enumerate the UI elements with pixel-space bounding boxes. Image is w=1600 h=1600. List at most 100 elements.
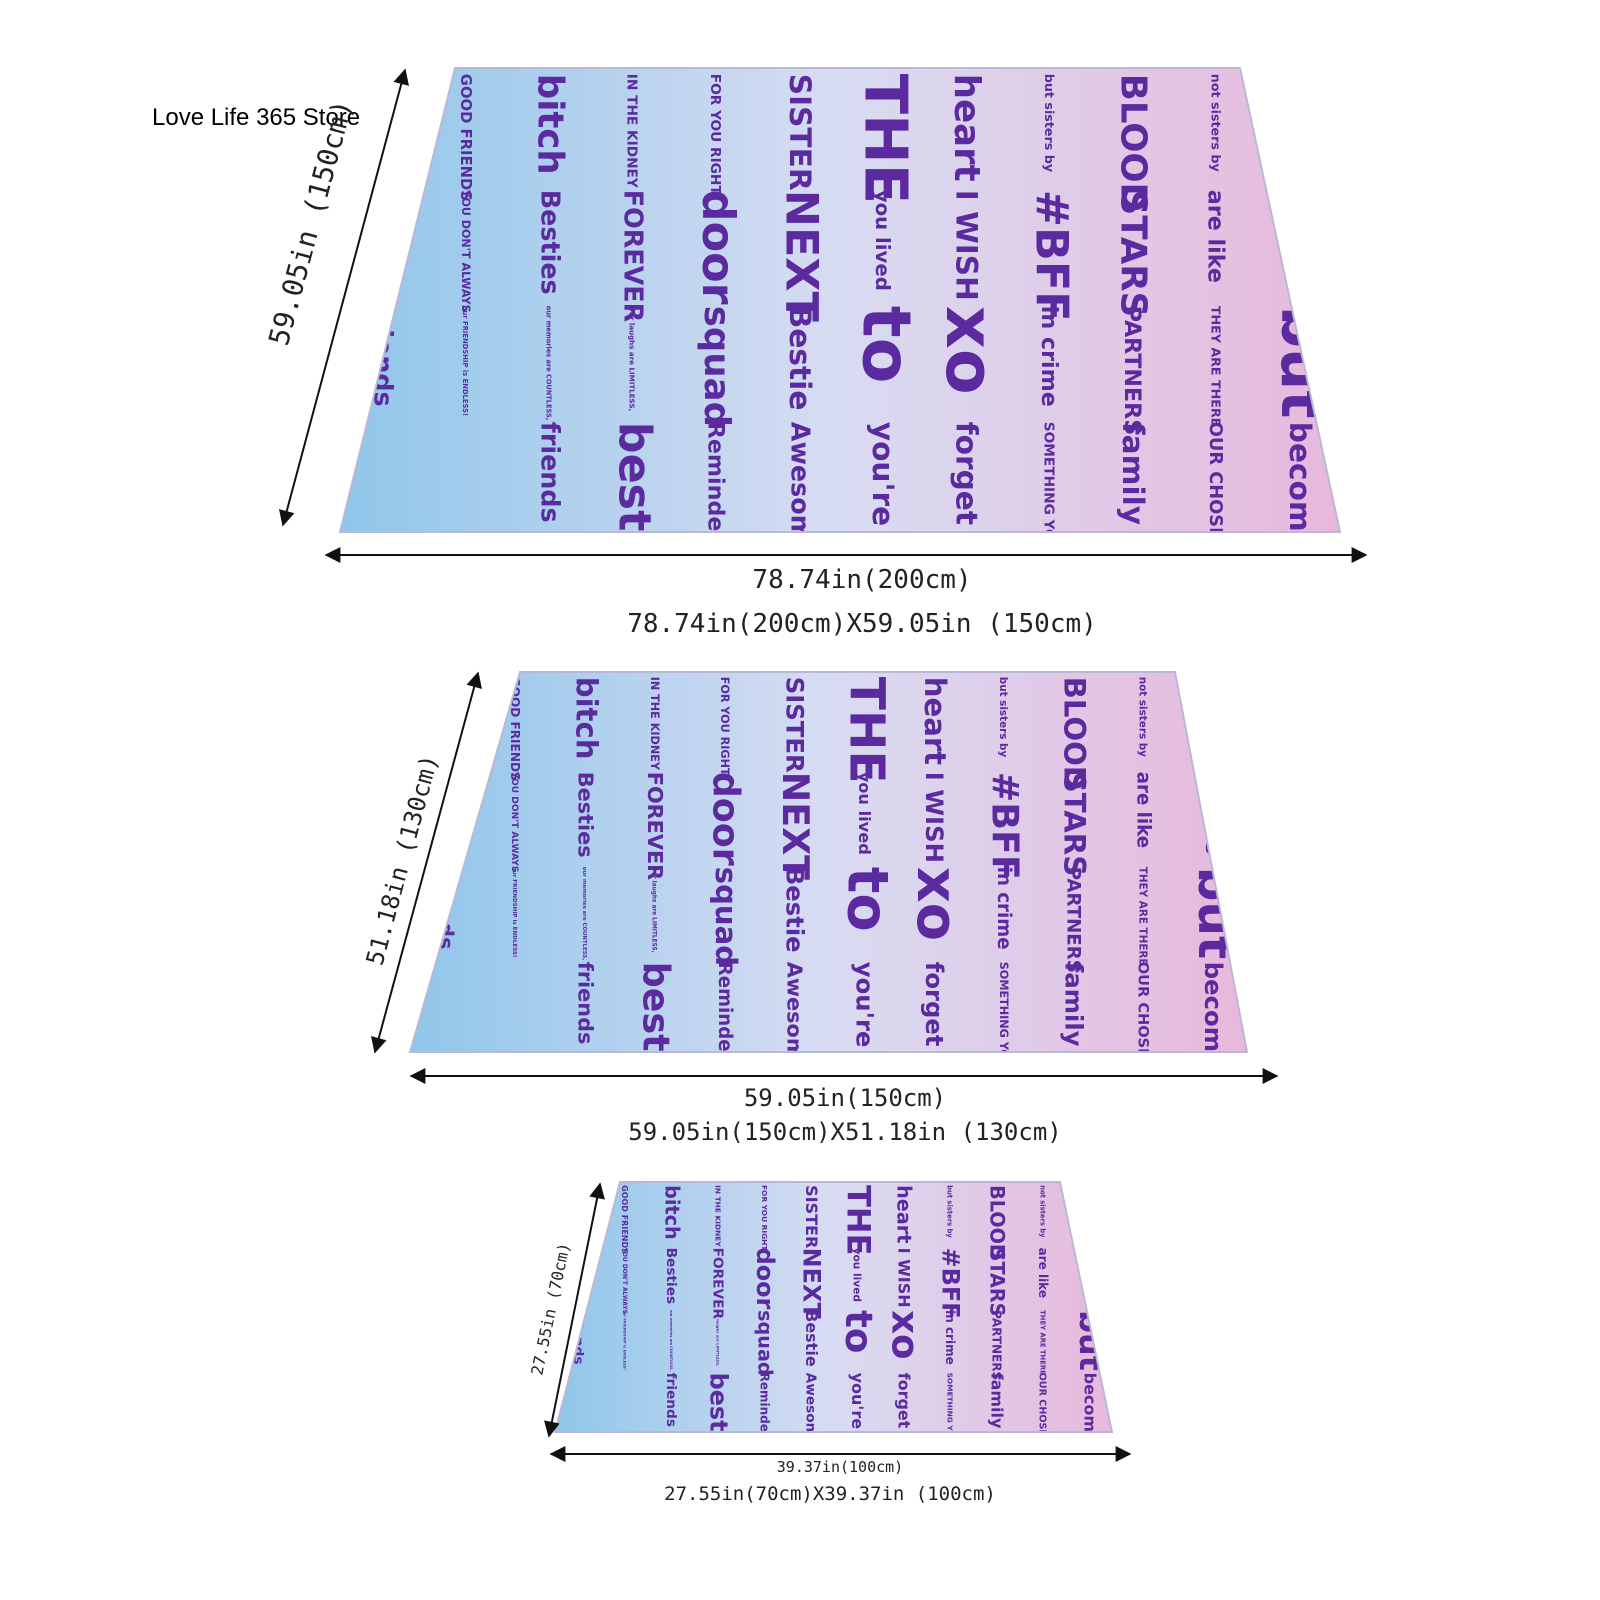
design-text: BEST: [565, 1185, 593, 1254]
design-text: BLOOD: [985, 1185, 1008, 1260]
design-text: PARTNERS: [1063, 867, 1084, 973]
design-text: STARS: [985, 1248, 1008, 1317]
height-label: 59.05in (150cm): [262, 96, 359, 349]
design-text: door: [692, 190, 743, 305]
design-text: become: [1283, 422, 1317, 552]
design-text: Besties: [663, 1248, 679, 1305]
design-text: best: [609, 422, 660, 532]
design-text: NEXT: [774, 772, 817, 880]
design-text: heart: [918, 677, 952, 765]
design-text: THEY ARE THERE: [1209, 306, 1224, 427]
design-text: but sisters by: [997, 677, 1009, 758]
design-text: best: [635, 962, 678, 1052]
design-text: BEST: [359, 74, 410, 201]
design-text: friends: [663, 1373, 679, 1427]
design-text: IN THE KIDNEY: [648, 677, 661, 771]
design-text: in crime: [1036, 306, 1062, 407]
design-text: friends: [434, 867, 458, 950]
design-text: STARS: [1058, 772, 1092, 876]
blanket: YOU ARE I'D SHANK not sisters by BLOOD but …: [410, 672, 1247, 1074]
design-text: I WISH: [920, 772, 949, 863]
design-text: SOMETHING YOU: [946, 1373, 955, 1443]
design-text: Awesome: [785, 422, 815, 559]
design-text: YOU DON'T ALWAYS: [509, 771, 519, 873]
design-text: heart: [893, 1185, 916, 1243]
height-label: 51.18in (130cm): [361, 752, 444, 969]
height-arrow: [279, 68, 409, 527]
design-text: not sisters by: [1209, 74, 1224, 173]
width-label: 78.74in(200cm): [752, 565, 971, 595]
blanket: YOU ARE I'D SHANK not sisters by BLOOD but …: [555, 1182, 1112, 1447]
width-label: 39.37in(100cm): [777, 1458, 903, 1476]
design-text: but sisters by: [1042, 74, 1057, 173]
design-text: I WISH: [950, 190, 984, 301]
design-text: YOU DON'T ALWAYS: [621, 1247, 628, 1314]
design-text: our FRIENDSHIP is ENDLESS!: [511, 867, 517, 958]
width-label: 59.05in(150cm): [744, 1084, 946, 1112]
design-text: Bestie: [781, 867, 810, 953]
design-text: friends: [1285, 190, 1315, 291]
design-text: but: [1072, 1310, 1110, 1371]
design-text: squad: [709, 867, 743, 966]
design-text: you're: [848, 1373, 867, 1430]
design-text: squad: [696, 306, 737, 427]
design-text: Bestie: [783, 306, 817, 411]
design-text: friends: [1201, 772, 1225, 855]
design-text: Reminder: [714, 962, 735, 1061]
design-text: #BFF: [983, 772, 1026, 880]
design-text: SOMETHING YOU: [997, 962, 1010, 1068]
design-text: Our laughs are LIMITLESS,: [628, 306, 637, 411]
design-text: our memories are COUNTLESS,: [581, 867, 587, 961]
design-text: Reminder: [757, 1373, 771, 1438]
design-text: in crime: [993, 867, 1014, 950]
design-text: xo: [884, 1310, 927, 1359]
design-text: bitch: [529, 74, 570, 175]
design-text: our FRIENDSHIP is ENDLESS!: [461, 306, 469, 416]
design-text: bitch: [569, 677, 603, 760]
design-text: I WISH: [895, 1248, 914, 1308]
design-text: you lived: [871, 190, 894, 291]
design-text: forget: [920, 962, 949, 1047]
blanket-fabric: [555, 1182, 1112, 1432]
design-text: Awesome: [783, 962, 807, 1074]
design-text: FOREVER: [709, 1248, 725, 1320]
design-text: YOU ARE I'D SHANK: [1207, 676, 1217, 773]
design-text: xo: [931, 306, 1009, 395]
design-text: THE: [838, 677, 894, 784]
design-text: THE: [852, 74, 921, 204]
design-text: are like: [1132, 772, 1153, 848]
design-text: heart: [946, 74, 987, 182]
design-text: YOU DON'T ALWAYS: [459, 189, 472, 313]
design-text: to: [848, 306, 926, 384]
height-arrow: [544, 1182, 605, 1438]
design-text: to: [834, 867, 899, 932]
design-text: Our laughs are LIMITLESS,: [715, 1310, 720, 1367]
design-text: our memories are COUNTLESS,: [669, 1310, 673, 1371]
design-text: friends: [535, 422, 565, 523]
design-text: SEE THEM: [572, 1248, 586, 1316]
design-text: YOU ARE I'D SHANK: [1292, 73, 1304, 191]
design-text: best: [704, 1373, 732, 1432]
design-text: #BFF: [1025, 190, 1076, 322]
design-text: OUR CHOSEN: [1205, 422, 1226, 554]
design-text: OUR CHOSEN: [1134, 962, 1151, 1071]
design-text: FOR YOU RIGHT: [760, 1185, 769, 1250]
design-text: not sisters by: [1136, 677, 1148, 757]
design-text: Awesome: [802, 1373, 818, 1447]
design-text: xo: [904, 867, 969, 941]
design-text: NEXT: [775, 190, 826, 323]
design-text: door: [704, 772, 747, 866]
design-text: Besties: [535, 190, 565, 295]
design-text: FOR YOU RIGHT: [718, 677, 731, 776]
design-text: friends: [573, 962, 597, 1045]
height-arrow: [371, 671, 482, 1054]
design-text: forget: [950, 422, 984, 525]
design-text: family: [1060, 962, 1089, 1047]
design-text: FOR YOU RIGHT: [707, 74, 723, 196]
design-text: you're: [866, 422, 900, 526]
design-text: THEY ARE THERE: [1038, 1310, 1046, 1375]
design-text: #BFF: [937, 1248, 965, 1319]
design-text: but sisters by: [946, 1185, 954, 1238]
design-text: IN THE KIDNEY: [624, 74, 640, 189]
design-text: you're: [850, 962, 879, 1048]
